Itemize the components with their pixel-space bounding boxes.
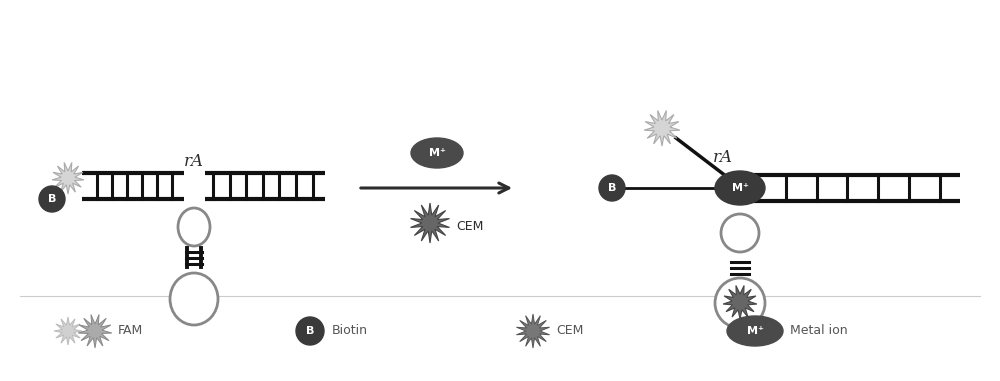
Text: rA: rA: [184, 153, 204, 170]
Polygon shape: [52, 162, 84, 194]
Circle shape: [39, 186, 65, 212]
Text: B: B: [608, 183, 616, 193]
Text: B: B: [48, 194, 56, 204]
Ellipse shape: [715, 278, 765, 328]
Text: CEM: CEM: [456, 221, 483, 234]
Polygon shape: [54, 317, 82, 345]
Polygon shape: [644, 110, 680, 146]
Polygon shape: [723, 285, 757, 319]
Text: B: B: [306, 326, 314, 336]
Ellipse shape: [411, 138, 463, 168]
Circle shape: [599, 175, 625, 201]
Text: FAM: FAM: [118, 325, 143, 338]
Ellipse shape: [170, 273, 218, 325]
Text: rA: rA: [713, 149, 733, 166]
Text: Biotin: Biotin: [332, 325, 368, 338]
Ellipse shape: [727, 316, 783, 346]
Ellipse shape: [715, 171, 765, 205]
Polygon shape: [78, 314, 112, 348]
Ellipse shape: [721, 214, 759, 252]
Text: Metal ion: Metal ion: [790, 325, 848, 338]
Polygon shape: [516, 314, 550, 348]
Text: CEM: CEM: [556, 325, 583, 338]
Text: M⁺: M⁺: [747, 326, 763, 336]
Text: M⁺: M⁺: [429, 148, 445, 158]
Text: M⁺: M⁺: [732, 183, 748, 193]
Ellipse shape: [178, 208, 210, 246]
Circle shape: [296, 317, 324, 345]
Polygon shape: [411, 203, 449, 243]
